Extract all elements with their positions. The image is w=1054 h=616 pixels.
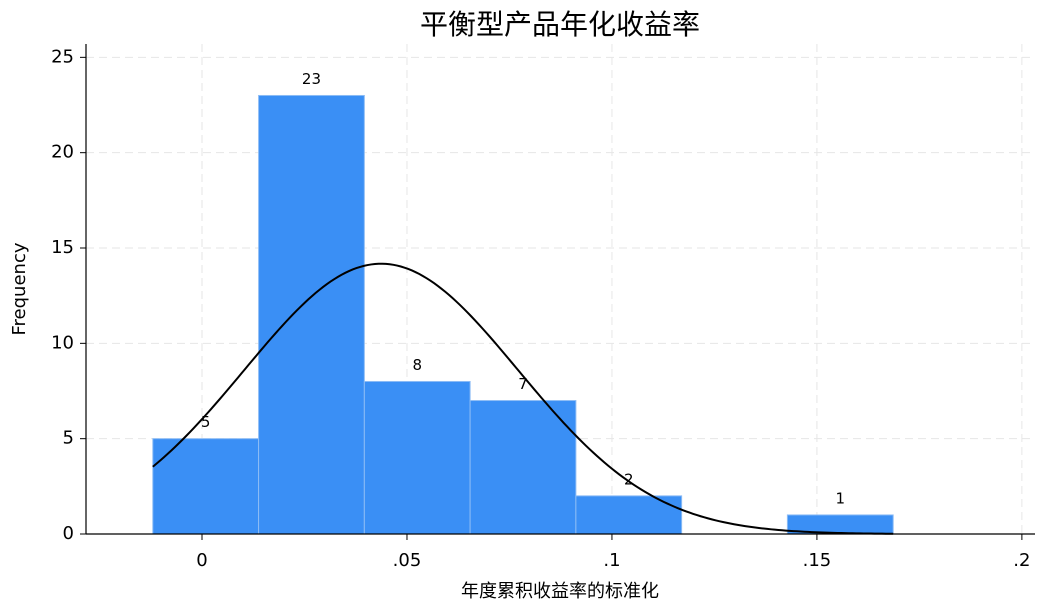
x-tick-label: .2: [1013, 550, 1030, 571]
y-tick-label: 15: [51, 237, 74, 258]
x-axis-label: 年度累积收益率的标准化: [461, 581, 659, 602]
x-tick-label: .1: [603, 550, 620, 571]
data-label: 7: [518, 375, 528, 393]
bar: [363, 380, 471, 535]
y-tick-label: 5: [63, 428, 74, 449]
data-label: 23: [302, 70, 321, 88]
y-tick-label: 0: [63, 523, 74, 544]
data-label: 1: [836, 489, 846, 507]
data-label: 5: [201, 413, 211, 431]
data-label: 2: [624, 470, 634, 488]
y-tick-label: 25: [51, 46, 74, 67]
bar: [258, 94, 365, 535]
x-tick-label: 0: [196, 550, 207, 571]
chart-title: 平衡型产品年化收益率: [420, 8, 700, 41]
x-tick-label: .15: [803, 550, 832, 571]
y-axis-label: Frequency: [9, 242, 30, 335]
bar: [469, 400, 577, 535]
x-tick-label: .05: [393, 550, 422, 571]
bar: [152, 438, 260, 535]
bar: [575, 495, 683, 535]
data-label: 8: [412, 356, 422, 374]
y-tick-label: 10: [51, 332, 74, 353]
y-tick-label: 20: [51, 142, 74, 163]
normal-curve: [152, 262, 894, 535]
